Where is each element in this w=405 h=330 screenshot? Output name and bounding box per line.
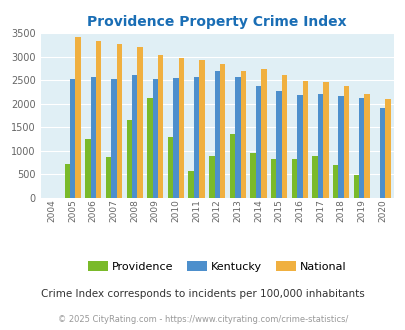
Text: © 2025 CityRating.com - https://www.cityrating.com/crime-statistics/: © 2025 CityRating.com - https://www.city… [58, 315, 347, 324]
Bar [229, 134, 234, 198]
Bar [281, 76, 286, 198]
Bar [271, 159, 276, 198]
Bar [70, 79, 75, 198]
Bar [240, 71, 245, 198]
Bar [317, 94, 322, 198]
Bar [132, 76, 137, 198]
Bar [152, 79, 158, 198]
Bar [276, 91, 281, 198]
Bar [358, 98, 364, 198]
Bar [116, 44, 121, 198]
Bar [234, 77, 240, 198]
Bar [302, 81, 307, 198]
Bar [75, 37, 81, 198]
Bar [158, 55, 163, 198]
Bar [260, 69, 266, 198]
Bar [332, 165, 338, 198]
Text: Crime Index corresponds to incidents per 100,000 inhabitants: Crime Index corresponds to incidents per… [41, 289, 364, 299]
Legend: Providence, Kentucky, National: Providence, Kentucky, National [83, 256, 350, 276]
Bar [167, 137, 173, 198]
Bar [384, 99, 390, 198]
Bar [111, 79, 116, 198]
Bar [147, 98, 152, 198]
Bar [343, 86, 348, 198]
Bar [364, 94, 369, 198]
Bar [178, 58, 183, 198]
Bar [220, 64, 225, 198]
Bar [255, 86, 260, 198]
Bar [312, 155, 317, 198]
Bar [296, 95, 302, 198]
Bar [214, 71, 220, 198]
Bar [106, 157, 111, 198]
Bar [199, 60, 204, 198]
Bar [85, 139, 90, 198]
Bar [379, 108, 384, 198]
Bar [194, 77, 199, 198]
Bar [90, 77, 96, 198]
Bar [291, 159, 296, 198]
Bar [250, 153, 255, 198]
Bar [209, 156, 214, 198]
Bar [126, 120, 132, 198]
Bar [338, 96, 343, 198]
Bar [96, 41, 101, 198]
Bar [322, 82, 328, 198]
Title: Providence Property Crime Index: Providence Property Crime Index [87, 15, 346, 29]
Bar [137, 47, 142, 198]
Bar [64, 164, 70, 198]
Bar [173, 78, 178, 198]
Bar [353, 175, 358, 198]
Bar [188, 171, 194, 198]
